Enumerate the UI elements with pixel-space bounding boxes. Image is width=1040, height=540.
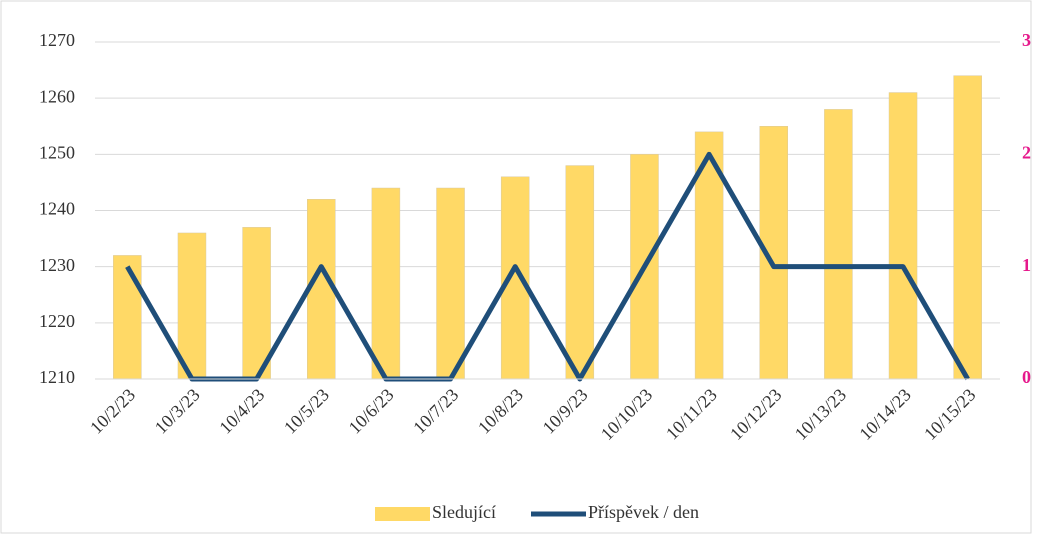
bar	[824, 109, 853, 380]
bar	[242, 227, 271, 380]
line	[125, 151, 970, 382]
y-tick-label: 1240	[39, 199, 75, 219]
y2-tick-label: 2	[1022, 142, 1031, 162]
bar	[113, 255, 142, 380]
y-tick-label: 1250	[39, 142, 75, 162]
bar	[500, 176, 530, 380]
bar	[888, 92, 918, 380]
legend-swatch	[375, 507, 430, 521]
y-tick-label: 1230	[39, 255, 75, 275]
bar	[177, 232, 207, 380]
legend-label: Sledující	[432, 502, 496, 522]
y-tick-label: 1210	[39, 367, 75, 387]
y-tick-label: 1220	[39, 311, 75, 331]
legend-label: Příspěvek / den	[588, 502, 699, 522]
bar	[436, 187, 465, 380]
y-tick-label: 1260	[39, 86, 75, 106]
y2-tick-label: 0	[1022, 367, 1031, 387]
bar	[371, 187, 401, 380]
y2-tick-label: 3	[1022, 30, 1031, 50]
bar	[565, 165, 595, 380]
y2-tick-label: 1	[1022, 255, 1031, 275]
bar	[953, 75, 982, 380]
y-tick-label: 1270	[39, 30, 75, 50]
bar	[307, 199, 336, 380]
